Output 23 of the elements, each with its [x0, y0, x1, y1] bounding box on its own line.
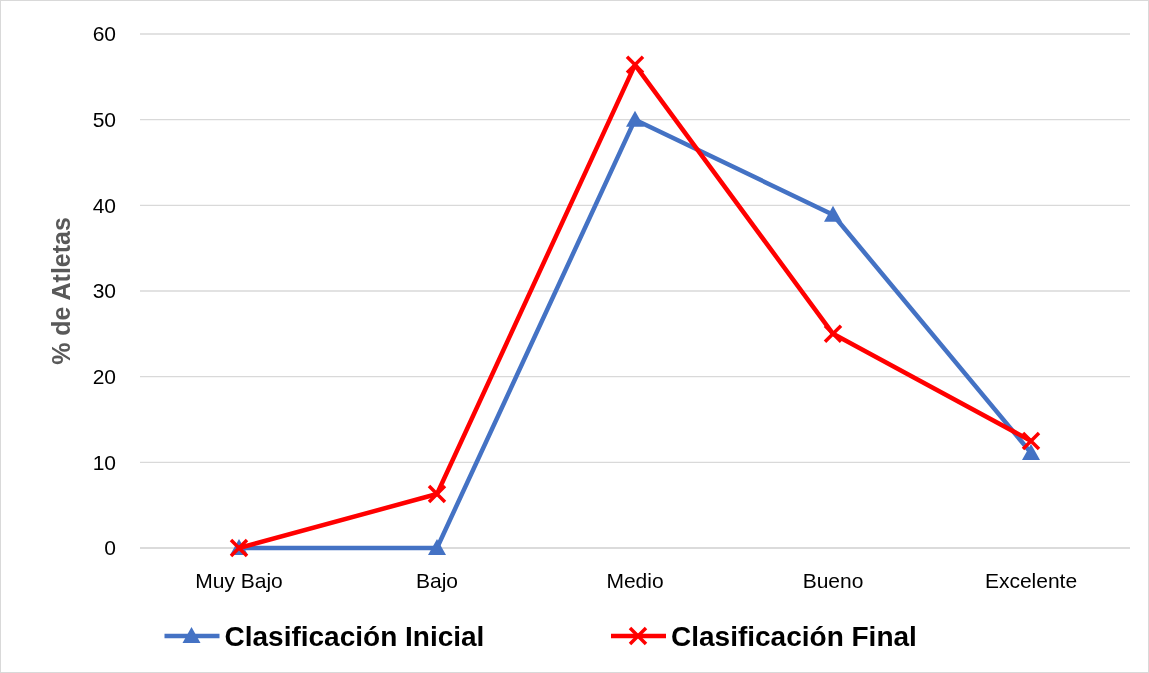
point — [428, 539, 446, 555]
point — [625, 55, 645, 75]
point — [626, 110, 644, 127]
y-tick-label: 0 — [104, 536, 116, 560]
point — [823, 324, 843, 344]
point — [427, 484, 447, 504]
y-tick-label: 10 — [92, 450, 116, 474]
y-tick-label: 30 — [92, 279, 116, 303]
x-tick-label: Muy Bajo — [195, 569, 283, 592]
y-tick-label: 20 — [92, 365, 116, 389]
x-tick-label: Excelente — [984, 569, 1078, 592]
legend-label: Clasificación Final — [671, 620, 917, 652]
legend-label: Clasificación Inicial — [224, 620, 485, 652]
y-axis-title: % de Atletas — [47, 217, 75, 365]
y-tick-label: 50 — [92, 108, 116, 132]
x-tick-label: Medio — [606, 569, 664, 592]
point — [1021, 431, 1041, 451]
y-tick-label: 40 — [92, 193, 116, 217]
point — [824, 205, 842, 222]
x-tick-label: Bueno — [802, 569, 864, 592]
x-tick-label: Bajo — [415, 569, 459, 592]
point — [1022, 443, 1040, 460]
y-tick-label: 60 — [92, 22, 116, 46]
